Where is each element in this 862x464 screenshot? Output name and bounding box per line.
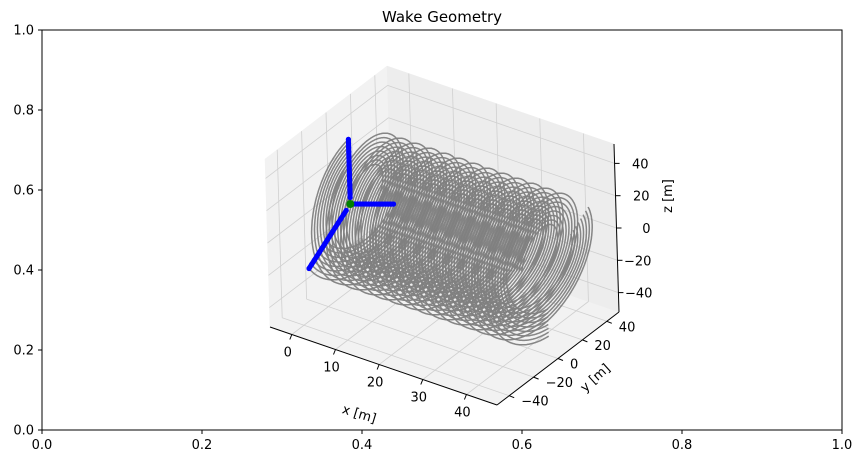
x-tick-label: 30 xyxy=(411,391,428,406)
blade-node xyxy=(325,236,331,243)
wake-filament xyxy=(331,141,573,327)
blade-node xyxy=(390,201,397,207)
grid-line xyxy=(306,298,534,378)
rotor-blades xyxy=(306,136,397,272)
blade-node xyxy=(347,186,353,192)
y-tick-mark xyxy=(606,320,612,324)
x-tick-mark xyxy=(463,394,467,400)
blade-node xyxy=(322,241,328,247)
y-tick-mark xyxy=(557,358,564,361)
x-tick-label: 10 xyxy=(323,361,340,376)
3d-axes-ticks: 0 10 20 30 40 −40 −20 0 20 40 −40 −20 0 20 40 xyxy=(269,143,652,421)
wake-filament xyxy=(342,159,562,309)
x-tick-mark xyxy=(376,364,380,370)
grid-line xyxy=(265,85,388,179)
x-tick-mark xyxy=(420,379,424,385)
z-tick-label: −40 xyxy=(625,287,652,302)
blade-node xyxy=(346,165,352,172)
wake-filament xyxy=(334,145,570,323)
blade-node xyxy=(343,207,349,214)
blade-node xyxy=(347,182,353,188)
bg-x-tick-label: 0.2 xyxy=(192,438,213,453)
x-tick-label: 20 xyxy=(367,376,384,391)
bg-x-tick-label: 0.8 xyxy=(672,438,693,453)
x-tick-mark xyxy=(333,349,336,355)
blade-node xyxy=(346,170,352,176)
wake-filament xyxy=(322,154,553,328)
blade-node xyxy=(346,174,353,180)
z-axis-label: z [m] xyxy=(661,179,676,213)
hub xyxy=(346,200,355,208)
blade-node xyxy=(346,153,352,159)
blade-node xyxy=(347,178,353,184)
bg-x-tick-label: 1.0 xyxy=(832,438,853,453)
blade-node xyxy=(317,249,323,255)
blade-node xyxy=(345,140,352,147)
blade-node xyxy=(306,265,312,272)
y-tick-label: 0 xyxy=(570,358,578,373)
bg-x-tick-label: 0.0 xyxy=(32,438,53,453)
wake-filament xyxy=(336,150,567,318)
x-axis-line xyxy=(269,326,498,406)
wake-filament xyxy=(313,142,561,342)
bg-y-tick-label: 0.8 xyxy=(13,104,34,119)
wake-filament xyxy=(315,150,585,328)
grid-line xyxy=(282,317,510,397)
y-tick-label: 40 xyxy=(619,320,636,335)
grid-line xyxy=(267,149,390,244)
blade-node xyxy=(338,216,344,222)
blade-node xyxy=(332,224,339,230)
y-tick-mark xyxy=(509,395,515,399)
wake-filament xyxy=(339,154,564,314)
grid-line xyxy=(388,117,616,197)
y-tick-label: −20 xyxy=(546,376,573,391)
bg-x-tick-label: 0.6 xyxy=(512,438,533,453)
wake-filament xyxy=(325,168,573,310)
blade-node xyxy=(340,212,347,218)
background-y-ticks: 0.0 0.2 0.4 0.6 0.8 1.0 xyxy=(13,24,42,439)
x-tick-label: 0 xyxy=(284,346,292,361)
y-tick-mark xyxy=(582,339,588,343)
z-tick-label: 40 xyxy=(632,157,649,172)
z-tick-label: 0 xyxy=(642,222,650,237)
blade-node xyxy=(347,190,353,196)
chart-title: Wake Geometry xyxy=(382,8,502,26)
blade-node xyxy=(311,257,317,263)
wake-filament xyxy=(328,136,576,332)
bg-y-tick-label: 0.2 xyxy=(13,344,34,359)
wake-filament xyxy=(325,132,579,336)
x-tick-label: 40 xyxy=(454,406,471,421)
blade-node xyxy=(335,220,341,226)
background-x-ticks: 0.0 0.2 0.4 0.6 0.8 1.0 xyxy=(32,430,853,453)
bg-y-tick-label: 0.4 xyxy=(13,264,34,279)
y-tick-mark xyxy=(533,376,539,380)
grid-line xyxy=(266,117,389,212)
blade-node xyxy=(314,253,320,259)
grid-line xyxy=(387,85,615,164)
y-tick-label: −40 xyxy=(521,395,548,410)
bg-y-tick-label: 0.6 xyxy=(13,184,34,199)
blade-node xyxy=(330,228,336,234)
y-tick-label: 20 xyxy=(594,339,611,354)
blade-node xyxy=(346,161,352,167)
x-tick-mark xyxy=(289,334,293,340)
z-tick-label: 20 xyxy=(633,190,650,205)
wake-filament xyxy=(310,138,564,346)
bg-y-tick-label: 1.0 xyxy=(13,24,34,39)
wake-filaments xyxy=(308,132,593,346)
bg-y-tick-label: 0.0 xyxy=(13,424,34,439)
blade-node xyxy=(327,232,333,238)
bg-x-tick-label: 0.4 xyxy=(352,438,373,453)
blade-node xyxy=(347,194,353,201)
blade-node xyxy=(346,157,352,163)
blade-node xyxy=(345,136,352,142)
blade-node xyxy=(346,149,352,155)
blade-node xyxy=(319,245,325,251)
blade-node xyxy=(346,145,352,151)
blade-node xyxy=(309,261,315,267)
z-tick-label: −20 xyxy=(624,254,651,269)
